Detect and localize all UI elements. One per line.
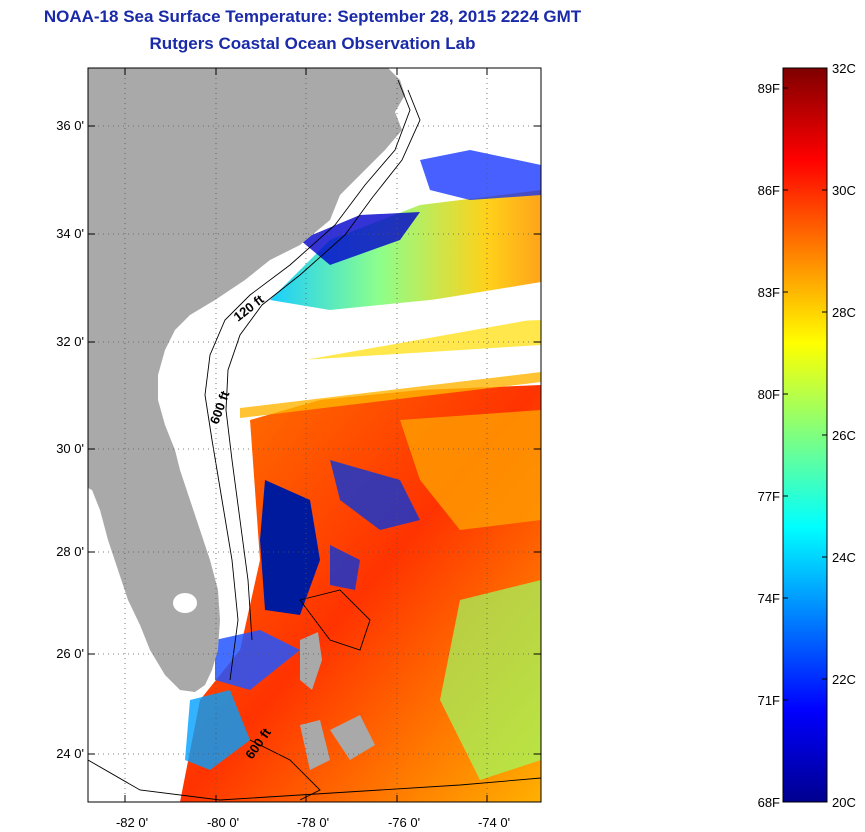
colorbar-label-celsius: 22C [832, 672, 856, 687]
island [300, 720, 330, 770]
graticule [88, 68, 541, 802]
lat-label: 32 0' [56, 334, 84, 349]
axis-ticks [88, 68, 541, 802]
lon-label: -82 0' [115, 815, 149, 830]
lat-label: 30 0' [56, 441, 84, 456]
colorbar-label-fahrenheit: 89F [757, 81, 780, 96]
lon-label: -80 0' [206, 815, 240, 830]
lat-label: 26 0' [56, 646, 84, 661]
colorbar-label-fahrenheit: 83F [757, 285, 780, 300]
colorbar-label-celsius: 32C [832, 61, 856, 76]
land-mass [88, 68, 405, 692]
colorbar-label-fahrenheit: 74F [757, 591, 780, 606]
island [330, 715, 375, 760]
no-data-swath [250, 282, 541, 368]
colorbar-label-fahrenheit: 80F [757, 387, 780, 402]
colorbar [783, 68, 827, 802]
bathymetry-contours [88, 79, 541, 801]
colorbar-label-celsius: 26C [832, 428, 856, 443]
colorbar-label-celsius: 20C [832, 795, 856, 810]
lat-label: 36 0' [56, 118, 84, 133]
lon-label: -76 0' [387, 815, 421, 830]
colorbar-label-celsius: 24C [832, 550, 856, 565]
lake [173, 593, 197, 613]
colorbar-label-fahrenheit: 71F [757, 693, 780, 708]
colorbar-label-fahrenheit: 77F [757, 489, 780, 504]
colorbar-label-fahrenheit: 86F [757, 183, 780, 198]
colorbar-label-fahrenheit: 68F [757, 795, 780, 810]
lon-label: -78 0' [296, 815, 330, 830]
colorbar-ticks [783, 67, 827, 701]
lat-label: 34 0' [56, 226, 84, 241]
colorbar-label-celsius: 28C [832, 305, 856, 320]
island [300, 632, 322, 690]
map-subtitle: Rutgers Coastal Ocean Observation Lab [149, 34, 476, 53]
colorbar-label-celsius: 30C [832, 183, 856, 198]
map-frame [87, 67, 542, 803]
map-title: NOAA-18 Sea Surface Temperature: Septemb… [43, 7, 582, 26]
lat-label: 28 0' [56, 544, 84, 559]
lon-label: -74 0' [477, 815, 511, 830]
no-data-swath-2 [235, 345, 541, 402]
lat-label: 24 0' [56, 746, 84, 761]
map-area [88, 68, 541, 802]
